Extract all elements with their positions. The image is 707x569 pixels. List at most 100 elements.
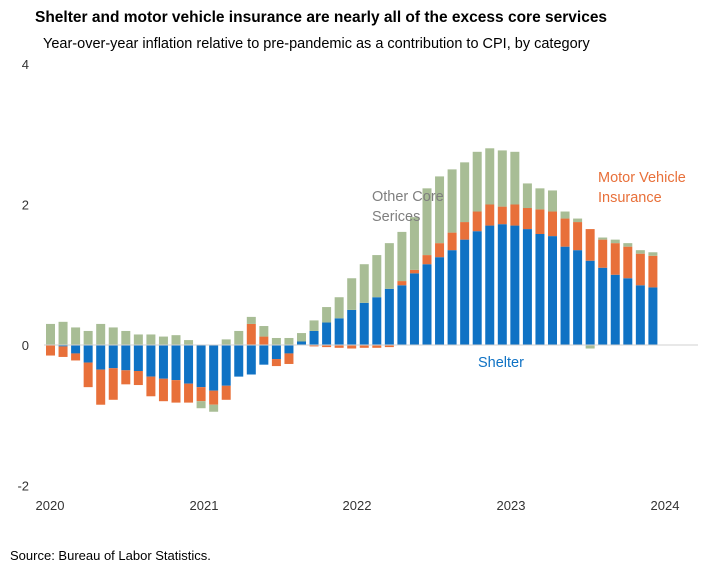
bars-layer [46,148,658,412]
bar-other-core-2020-01 [46,323,55,345]
bar-other-core-2023-05 [548,190,557,212]
bar-shelter-2020-02 [58,345,68,347]
bar-motor-vehicle-insurance-2022-03 [372,345,382,348]
x-tick-label: 2020 [36,498,65,513]
chart-title: Shelter and motor vehicle insurance are … [35,9,608,26]
bar-other-core-2020-12 [184,340,194,345]
bar-motor-vehicle-insurance-2023-09 [598,239,608,268]
bar-other-core-2020-02 [58,321,68,345]
bar-other-core-2022-04 [384,243,394,289]
bar-motor-vehicle-insurance-2020-02 [58,346,68,357]
bar-motor-vehicle-insurance-2020-05 [96,369,106,405]
bar-shelter-2024-01 [648,287,658,345]
bar-other-core-2021-01 [196,401,206,409]
bar-shelter-2023-02 [510,225,520,345]
bar-motor-vehicle-insurance-2020-09 [146,376,156,397]
bar-motor-vehicle-insurance-2023-04 [535,209,545,235]
bar-motor-vehicle-insurance-2021-01 [196,387,206,402]
bar-shelter-2022-12 [485,225,495,345]
x-tick-label: 2021 [190,498,219,513]
bar-shelter-2022-11 [472,231,482,345]
bar-shelter-2020-05 [96,345,106,370]
bar-shelter-2023-01 [497,224,507,345]
bar-shelter-2023-04 [535,234,545,345]
annotation-motor-vehicle-line2: Insurance [598,190,662,206]
bar-motor-vehicle-insurance-2020-08 [133,370,143,386]
bar-shelter-2021-06 [259,345,269,365]
annotation-other-core-line2: Serices [372,209,420,225]
bar-shelter-2021-03 [221,345,231,386]
bar-motor-vehicle-insurance-2020-06 [108,368,118,400]
bar-other-core-2021-03 [221,339,231,345]
bar-motor-vehicle-insurance-2023-02 [510,204,520,226]
bar-shelter-2022-06 [409,273,419,346]
bar-shelter-2023-07 [573,250,583,345]
bar-motor-vehicle-insurance-2022-08 [435,243,445,258]
bar-other-core-2022-05 [397,231,407,282]
bar-motor-vehicle-insurance-2020-10 [158,378,168,402]
bar-other-core-2020-03 [71,327,81,345]
bar-shelter-2021-11 [322,322,332,345]
bar-motor-vehicle-insurance-2021-02 [209,390,219,405]
y-tick-label: 4 [22,57,29,72]
bar-motor-vehicle-insurance-2021-05 [246,323,256,345]
bar-other-core-2023-08 [585,345,595,349]
bar-other-core-2023-01 [497,150,507,207]
bar-motor-vehicle-insurance-2020-01 [46,345,55,356]
bar-motor-vehicle-insurance-2020-03 [71,353,81,361]
bar-shelter-2023-12 [635,285,645,345]
bar-other-core-2023-06 [560,211,570,219]
bar-other-core-2023-09 [598,237,608,240]
bar-other-core-2020-09 [146,334,156,345]
bar-other-core-2020-11 [171,335,181,346]
bar-motor-vehicle-insurance-2023-11 [623,246,633,279]
bar-motor-vehicle-insurance-2021-06 [259,336,269,345]
bar-motor-vehicle-insurance-2021-08 [284,353,294,364]
y-tick-label: -2 [17,479,29,494]
bar-shelter-2023-10 [610,274,620,345]
bar-motor-vehicle-insurance-2020-12 [184,383,194,403]
annotation-other-core-line1: Other Core [372,189,444,205]
bar-shelter-2021-01 [196,345,206,388]
bar-other-core-2022-09 [447,169,457,233]
bar-motor-vehicle-insurance-2022-06 [409,269,419,274]
x-axis-ticks: 2020 2021 2022 2023 2024 [36,498,680,513]
bar-shelter-2021-04 [234,345,244,377]
bar-shelter-2022-09 [447,250,457,345]
bar-other-core-2024-01 [648,252,658,256]
bar-motor-vehicle-insurance-2023-03 [522,208,532,230]
bar-motor-vehicle-insurance-2022-07 [422,255,432,265]
bar-shelter-2022-05 [397,285,407,345]
x-tick-label: 2022 [343,498,372,513]
bar-motor-vehicle-insurance-2022-04 [384,345,394,348]
bar-shelter-2020-10 [158,345,168,379]
bar-other-core-2023-03 [522,183,532,209]
bar-other-core-2021-04 [234,330,244,345]
bar-shelter-2023-11 [623,278,633,345]
bar-motor-vehicle-insurance-2022-02 [359,345,369,348]
bar-other-core-2021-12 [334,297,344,319]
bar-motor-vehicle-insurance-2021-12 [334,345,344,348]
y-axis-ticks: -2 0 2 4 [17,57,29,494]
bar-other-core-2022-11 [472,151,482,212]
bar-motor-vehicle-insurance-2023-05 [548,211,557,237]
bar-motor-vehicle-insurance-2023-12 [635,253,645,286]
annotation-motor-vehicle: Motor Vehicle Insurance [598,170,690,206]
bar-shelter-2020-04 [83,345,93,363]
y-tick-label: 2 [22,198,29,213]
bar-shelter-2023-03 [522,229,532,345]
bar-shelter-2023-09 [598,267,608,346]
bar-shelter-2021-10 [309,330,319,345]
bar-shelter-2020-08 [133,345,143,371]
bar-shelter-2021-09 [297,341,306,345]
bar-motor-vehicle-insurance-2021-07 [271,359,281,367]
bar-other-core-2022-07 [422,188,432,256]
bar-shelter-2023-08 [585,260,595,345]
bar-other-core-2023-04 [535,188,545,210]
bar-other-core-2023-02 [510,151,520,205]
bar-motor-vehicle-insurance-2021-03 [221,385,231,400]
bar-other-core-2022-12 [485,148,495,205]
bar-other-core-2021-11 [322,307,332,323]
bar-shelter-2021-02 [209,345,219,391]
bar-shelter-2022-01 [347,309,357,346]
